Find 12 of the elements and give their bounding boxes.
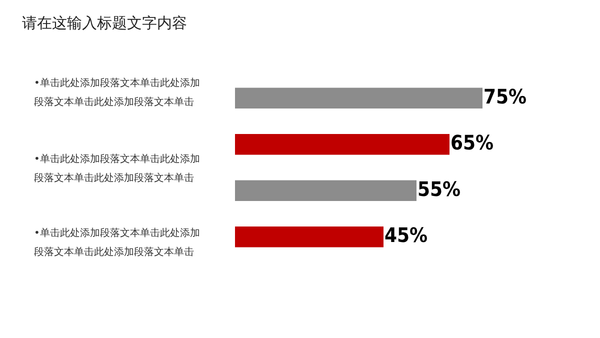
data-label: 55% xyxy=(418,176,461,201)
data-label: 65% xyxy=(450,130,494,155)
text: •单击此处添加段落文本单击此处添加段落文本单击此处添加段落文本单击 xyxy=(34,76,201,110)
text: •单击此处添加段落文本单击此处添加段落文本单击此处添加段落文本单击 xyxy=(34,226,201,260)
text: 请在这输入标题文字内容 xyxy=(22,14,187,33)
data-label: 75% xyxy=(484,84,527,108)
text: •单击此处添加段落文本单击此处添加段落文本单击此处添加段落文本单击 xyxy=(34,152,201,186)
bar xyxy=(235,226,384,248)
bar xyxy=(235,88,482,109)
bar xyxy=(235,180,416,202)
data-label: 45% xyxy=(384,223,428,248)
bar xyxy=(235,134,450,155)
